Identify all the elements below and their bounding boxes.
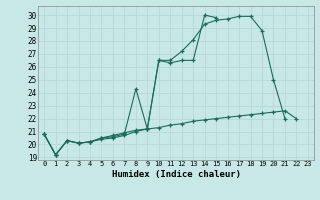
X-axis label: Humidex (Indice chaleur): Humidex (Indice chaleur): [111, 170, 241, 179]
